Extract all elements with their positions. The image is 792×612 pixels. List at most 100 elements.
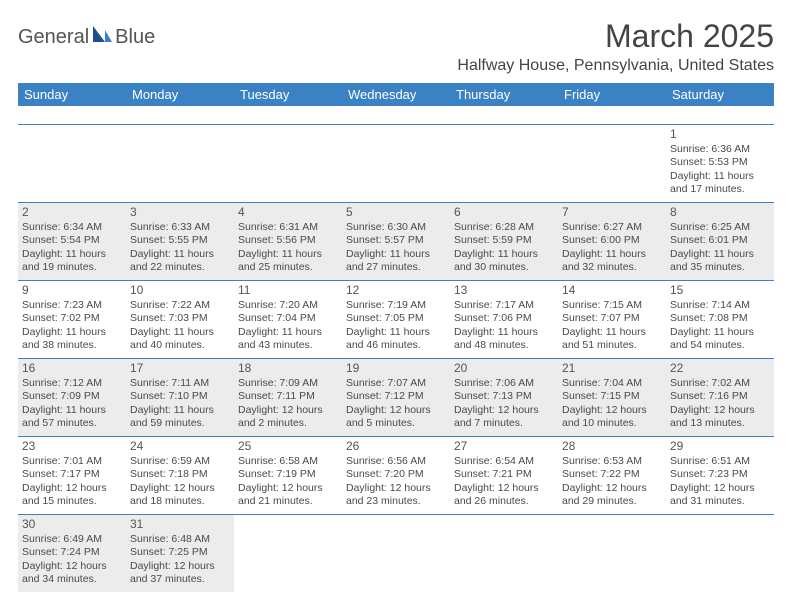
calendar-row: 1Sunrise: 6:36 AMSunset: 5:53 PMDaylight… (18, 124, 774, 202)
sunrise-line: Sunrise: 6:59 AM (130, 455, 230, 468)
day-cell: 21Sunrise: 7:04 AMSunset: 7:15 PMDayligh… (558, 358, 666, 436)
day-number: 25 (238, 439, 338, 454)
sunrise-line: Sunrise: 7:22 AM (130, 299, 230, 312)
daylight-line: Daylight: 12 hours and 7 minutes. (454, 404, 554, 431)
sunrise-line: Sunrise: 7:11 AM (130, 377, 230, 390)
empty-cell (450, 124, 558, 202)
sunset-line: Sunset: 7:06 PM (454, 312, 554, 325)
day-cell: 31Sunrise: 6:48 AMSunset: 7:25 PMDayligh… (126, 514, 234, 592)
day-number: 16 (22, 361, 122, 376)
day-cell: 14Sunrise: 7:15 AMSunset: 7:07 PMDayligh… (558, 280, 666, 358)
sunrise-line: Sunrise: 6:48 AM (130, 533, 230, 546)
weekday-header: Saturday (666, 83, 774, 106)
day-cell: 1Sunrise: 6:36 AMSunset: 5:53 PMDaylight… (666, 124, 774, 202)
sunset-line: Sunset: 6:00 PM (562, 234, 662, 247)
day-number: 26 (346, 439, 446, 454)
day-number: 2 (22, 205, 122, 220)
day-number: 6 (454, 205, 554, 220)
empty-cell (126, 124, 234, 202)
sunset-line: Sunset: 7:05 PM (346, 312, 446, 325)
sunset-line: Sunset: 7:20 PM (346, 468, 446, 481)
empty-cell (342, 124, 450, 202)
sunset-line: Sunset: 7:18 PM (130, 468, 230, 481)
day-cell: 17Sunrise: 7:11 AMSunset: 7:10 PMDayligh… (126, 358, 234, 436)
calendar-row: 2Sunrise: 6:34 AMSunset: 5:54 PMDaylight… (18, 202, 774, 280)
daylight-line: Daylight: 11 hours and 19 minutes. (22, 248, 122, 275)
sunset-line: Sunset: 7:04 PM (238, 312, 338, 325)
day-cell: 7Sunrise: 6:27 AMSunset: 6:00 PMDaylight… (558, 202, 666, 280)
day-cell: 11Sunrise: 7:20 AMSunset: 7:04 PMDayligh… (234, 280, 342, 358)
day-number: 12 (346, 283, 446, 298)
sunrise-line: Sunrise: 6:54 AM (454, 455, 554, 468)
spacer-cell (126, 106, 234, 124)
empty-cell (342, 514, 450, 592)
sunrise-line: Sunrise: 6:49 AM (22, 533, 122, 546)
day-number: 9 (22, 283, 122, 298)
daylight-line: Daylight: 11 hours and 43 minutes. (238, 326, 338, 353)
sunset-line: Sunset: 5:55 PM (130, 234, 230, 247)
day-number: 5 (346, 205, 446, 220)
sunrise-line: Sunrise: 6:30 AM (346, 221, 446, 234)
day-number: 8 (670, 205, 770, 220)
day-cell: 3Sunrise: 6:33 AMSunset: 5:55 PMDaylight… (126, 202, 234, 280)
day-cell: 23Sunrise: 7:01 AMSunset: 7:17 PMDayligh… (18, 436, 126, 514)
day-cell: 9Sunrise: 7:23 AMSunset: 7:02 PMDaylight… (18, 280, 126, 358)
daylight-line: Daylight: 12 hours and 10 minutes. (562, 404, 662, 431)
spacer-cell (234, 106, 342, 124)
sunrise-line: Sunrise: 7:04 AM (562, 377, 662, 390)
spacer-row (18, 106, 774, 124)
day-number: 22 (670, 361, 770, 376)
day-cell: 26Sunrise: 6:56 AMSunset: 7:20 PMDayligh… (342, 436, 450, 514)
sunrise-line: Sunrise: 6:51 AM (670, 455, 770, 468)
daylight-line: Daylight: 12 hours and 31 minutes. (670, 482, 770, 509)
day-number: 13 (454, 283, 554, 298)
weekday-header: Sunday (18, 83, 126, 106)
calendar-body: 1Sunrise: 6:36 AMSunset: 5:53 PMDaylight… (18, 106, 774, 592)
empty-cell (558, 514, 666, 592)
sunset-line: Sunset: 7:03 PM (130, 312, 230, 325)
daylight-line: Daylight: 11 hours and 46 minutes. (346, 326, 446, 353)
daylight-line: Daylight: 12 hours and 18 minutes. (130, 482, 230, 509)
daylight-line: Daylight: 11 hours and 22 minutes. (130, 248, 230, 275)
daylight-line: Daylight: 11 hours and 57 minutes. (22, 404, 122, 431)
day-number: 10 (130, 283, 230, 298)
sunset-line: Sunset: 7:25 PM (130, 546, 230, 559)
empty-cell (234, 124, 342, 202)
calendar-row: 30Sunrise: 6:49 AMSunset: 7:24 PMDayligh… (18, 514, 774, 592)
day-number: 31 (130, 517, 230, 532)
weekday-header: Tuesday (234, 83, 342, 106)
sunrise-line: Sunrise: 6:33 AM (130, 221, 230, 234)
sunset-line: Sunset: 7:23 PM (670, 468, 770, 481)
day-number: 15 (670, 283, 770, 298)
spacer-cell (558, 106, 666, 124)
sunset-line: Sunset: 7:09 PM (22, 390, 122, 403)
sunrise-line: Sunrise: 7:09 AM (238, 377, 338, 390)
day-cell: 27Sunrise: 6:54 AMSunset: 7:21 PMDayligh… (450, 436, 558, 514)
daylight-line: Daylight: 11 hours and 27 minutes. (346, 248, 446, 275)
sunrise-line: Sunrise: 7:15 AM (562, 299, 662, 312)
sunrise-line: Sunrise: 6:58 AM (238, 455, 338, 468)
daylight-line: Daylight: 12 hours and 5 minutes. (346, 404, 446, 431)
sunrise-line: Sunrise: 6:25 AM (670, 221, 770, 234)
daylight-line: Daylight: 12 hours and 29 minutes. (562, 482, 662, 509)
daylight-line: Daylight: 11 hours and 17 minutes. (670, 170, 770, 197)
empty-cell (558, 124, 666, 202)
day-number: 4 (238, 205, 338, 220)
day-cell: 15Sunrise: 7:14 AMSunset: 7:08 PMDayligh… (666, 280, 774, 358)
calendar-row: 16Sunrise: 7:12 AMSunset: 7:09 PMDayligh… (18, 358, 774, 436)
weekday-header-row: Sunday Monday Tuesday Wednesday Thursday… (18, 83, 774, 106)
sunrise-line: Sunrise: 7:12 AM (22, 377, 122, 390)
day-number: 29 (670, 439, 770, 454)
sunrise-line: Sunrise: 7:17 AM (454, 299, 554, 312)
daylight-line: Daylight: 11 hours and 51 minutes. (562, 326, 662, 353)
daylight-line: Daylight: 11 hours and 38 minutes. (22, 326, 122, 353)
sunset-line: Sunset: 7:08 PM (670, 312, 770, 325)
day-cell: 20Sunrise: 7:06 AMSunset: 7:13 PMDayligh… (450, 358, 558, 436)
day-number: 23 (22, 439, 122, 454)
daylight-line: Daylight: 11 hours and 59 minutes. (130, 404, 230, 431)
location-subtitle: Halfway House, Pennsylvania, United Stat… (18, 57, 774, 75)
sunrise-line: Sunrise: 6:28 AM (454, 221, 554, 234)
daylight-line: Daylight: 11 hours and 35 minutes. (670, 248, 770, 275)
daylight-line: Daylight: 12 hours and 13 minutes. (670, 404, 770, 431)
day-cell: 29Sunrise: 6:51 AMSunset: 7:23 PMDayligh… (666, 436, 774, 514)
